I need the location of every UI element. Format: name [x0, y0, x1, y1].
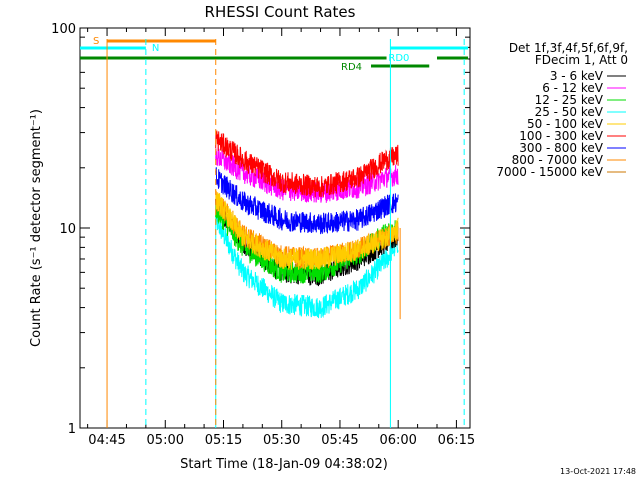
- x-tick-label: 06:00: [379, 433, 416, 448]
- vertical-markers: [106, 39, 465, 428]
- x-axis-label: Start Time (18-Jan-09 04:38:02): [180, 457, 388, 472]
- legend-entry-label: 100 - 300 keV: [519, 129, 603, 143]
- series-trace-100-300keV: [215, 130, 399, 198]
- x-tick-label: 05:00: [147, 433, 184, 448]
- legend-entry-label: 6 - 12 keV: [542, 81, 604, 95]
- legend-entry-label: 12 - 25 keV: [535, 93, 604, 107]
- y-tick-label: 100: [51, 22, 76, 37]
- legend-entry-label: 300 - 800 keV: [519, 141, 603, 155]
- legend-entry-label: 25 - 50 keV: [535, 105, 604, 119]
- flag-bars: S N RD0 RD4: [80, 36, 469, 73]
- flag-label-rd0: RD0: [388, 53, 409, 64]
- series-trace-25-50keV: [215, 210, 399, 319]
- x-tick-label: 04:45: [88, 433, 125, 448]
- footer-timestamp: 13-Oct-2021 17:48: [560, 467, 636, 476]
- x-tick-label: 05:45: [321, 433, 358, 448]
- flag-label-rd4: RD4: [341, 62, 362, 73]
- legend-header-line: FDecim 1, Att 0: [535, 53, 628, 67]
- plot-frame: [79, 27, 471, 429]
- y-tick-label: 1: [68, 422, 76, 437]
- y-tick-label: 10: [59, 222, 76, 237]
- flag-label-s: S: [93, 36, 99, 47]
- flag-label-n: N: [152, 43, 159, 54]
- legend-header-line: Det 1f,3f,4f,5f,6f,9f,: [509, 41, 628, 55]
- x-tick-label: 06:15: [438, 433, 475, 448]
- data-series: [215, 130, 401, 428]
- series-trace-300-800keV: [215, 167, 399, 235]
- plot-axes: 04:45 05:00 05:15 05:30 05:45 06:00 06:15 1 10 10…: [51, 22, 475, 448]
- x-tick-label: 05:15: [205, 433, 242, 448]
- series-trace-50-100keV: [215, 189, 399, 270]
- y-axis-label: Count Rate (s⁻¹ detector segment⁻¹): [29, 109, 44, 347]
- legend-entry-label: 800 - 7000 keV: [512, 153, 604, 167]
- legend-entry-label: 3 - 6 keV: [550, 69, 604, 83]
- legend-entry-label: 50 - 100 keV: [527, 117, 604, 131]
- legend-entry-label: 7000 - 15000 keV: [496, 165, 603, 179]
- legend: Det 1f,3f,4f,5f,6f,9f,FDecim 1, Att 0 3 -…: [496, 41, 628, 179]
- x-tick-label: 05:30: [263, 433, 300, 448]
- chart-title: RHESSI Count Rates: [205, 3, 356, 21]
